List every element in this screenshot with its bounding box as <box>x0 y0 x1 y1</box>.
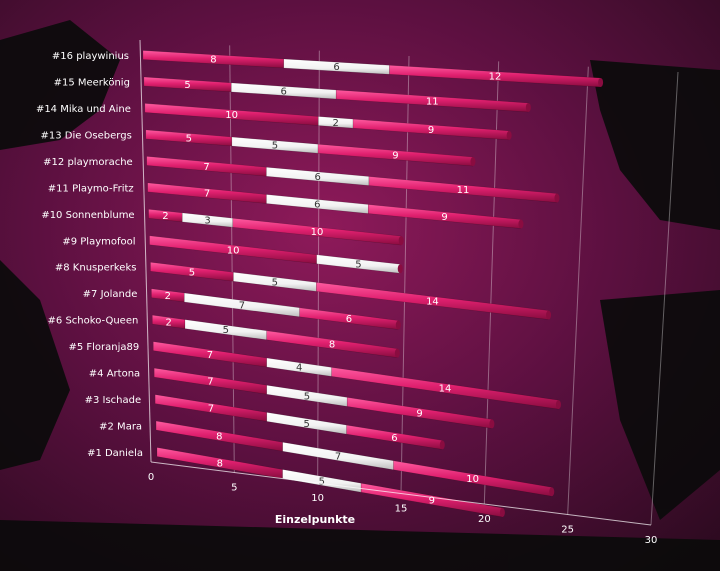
bar-value-label: 14 <box>439 384 452 395</box>
bar-value-label: 9 <box>416 408 422 419</box>
bar-value-label: 6 <box>314 200 320 211</box>
landmass-decoration <box>0 20 720 571</box>
bar-value-label: 8 <box>210 55 216 66</box>
bar-value-label: 2 <box>165 317 171 328</box>
bar-value-label: 8 <box>329 340 335 351</box>
bar-value-label: 6 <box>314 172 320 183</box>
x-axis-line <box>150 461 652 526</box>
bar-end-cap <box>518 219 524 229</box>
bar-value-label: 7 <box>207 350 213 361</box>
category-label: #2 Mara <box>99 422 142 433</box>
bar-value-label: 9 <box>441 212 447 223</box>
bar-end-cap <box>439 440 445 450</box>
bar-value-label: 6 <box>333 62 339 73</box>
bar-value-label: 6 <box>346 314 352 325</box>
bar-value-label: 3 <box>204 216 210 227</box>
x-tick-label: 5 <box>231 483 237 494</box>
bar-end-cap <box>499 507 505 517</box>
category-label: #9 Playmofool <box>62 236 135 247</box>
x-tick-label: 20 <box>478 514 491 525</box>
bar-value-label: 11 <box>426 96 439 107</box>
bar-end-cap <box>394 348 400 358</box>
bar-value-label: 12 <box>489 72 502 83</box>
category-label: #13 Die Osebergs <box>40 130 131 141</box>
bar-value-label: 2 <box>162 211 168 222</box>
bar-value-label: 14 <box>426 296 439 307</box>
bar-end-cap <box>546 310 552 320</box>
grid-line <box>650 71 679 526</box>
bar-value-label: 4 <box>296 363 302 374</box>
bar-value-label: 9 <box>428 125 434 136</box>
x-tick-label: 0 <box>148 472 154 483</box>
category-label: #8 Knusperkeks <box>55 263 137 274</box>
x-tick-label: 15 <box>395 504 408 515</box>
category-label: #1 Daniela <box>87 448 143 459</box>
bar-value-label: 5 <box>184 80 190 91</box>
bar-value-label: 2 <box>332 118 338 129</box>
bar-value-label: 9 <box>392 151 398 162</box>
bar-value-label: 7 <box>208 403 214 414</box>
x-tick-label: 25 <box>561 525 574 536</box>
bar-end-cap <box>489 419 495 429</box>
bar-value-label: 8 <box>216 432 222 443</box>
category-label: #14 Mika und Aine <box>36 104 131 115</box>
bar-value-label: 7 <box>207 377 213 388</box>
category-label: #6 Schoko-Queen <box>48 316 139 327</box>
bar-value-label: 6 <box>281 86 287 97</box>
bar-value-label: 10 <box>225 110 238 121</box>
bar-value-label: 10 <box>227 245 240 256</box>
bar-value-label: 5 <box>189 267 195 278</box>
bar-end-cap <box>525 102 531 112</box>
bar-value-label: 5 <box>272 277 278 288</box>
bar-value-label: 5 <box>304 419 310 430</box>
x-axis-title: Einzelpunkte <box>275 513 355 526</box>
x-tick-label: 30 <box>645 535 658 546</box>
bar-end-cap <box>555 400 561 410</box>
category-label: #3 Ischade <box>85 395 142 406</box>
bar-end-cap <box>397 264 403 274</box>
category-label: #5 Floranja89 <box>68 342 139 353</box>
bar-value-label: 5 <box>186 133 192 144</box>
bar-end-cap <box>549 487 555 497</box>
bar-end-cap <box>554 193 560 203</box>
bar-value-label: 11 <box>457 185 470 196</box>
bar-value-label: 10 <box>466 474 479 485</box>
bar-end-cap <box>395 320 401 330</box>
category-label: #11 Playmo-Fritz <box>48 183 134 194</box>
bar-value-label: 5 <box>355 260 361 271</box>
bar-value-label: 5 <box>223 325 229 336</box>
category-label: #7 Jolande <box>83 289 138 300</box>
x-tick-label: 10 <box>311 493 324 504</box>
category-label: #15 Meerkönig <box>54 77 130 88</box>
bar-value-label: 8 <box>217 458 223 469</box>
bar-value-label: 2 <box>165 291 171 302</box>
bar-end-cap <box>470 157 476 167</box>
bar-end-cap <box>598 77 604 87</box>
category-label: #12 playmorache <box>43 157 133 168</box>
bars-layer: 8 6 12 5 6 11 10 2 9 5 5 9 7 6 11 7 6 9 2 3 10 10 5 5 5 14 2 7 6 2 5 8 7… <box>142 50 604 518</box>
bar-value-label: 5 <box>272 141 278 152</box>
bar-value-label: 7 <box>203 162 209 173</box>
bar-end-cap <box>506 130 512 140</box>
bar-value-label: 7 <box>335 451 341 462</box>
category-label: #4 Artona <box>89 369 140 380</box>
grid-line <box>567 66 589 515</box>
bar-value-label: 10 <box>311 227 324 238</box>
bar-value-label: 7 <box>239 300 245 311</box>
category-label: #10 Sonnenblume <box>41 210 134 221</box>
bar-value-label: 7 <box>204 189 210 200</box>
bar-end-cap <box>398 236 404 246</box>
bar-value-label: 6 <box>391 433 397 444</box>
bar-value-label: 5 <box>304 391 310 402</box>
bar-value-label: 5 <box>319 476 325 487</box>
category-label: #16 playwinius <box>52 51 129 62</box>
y-axis-line <box>139 39 152 463</box>
bar-value-label: 9 <box>429 496 435 507</box>
